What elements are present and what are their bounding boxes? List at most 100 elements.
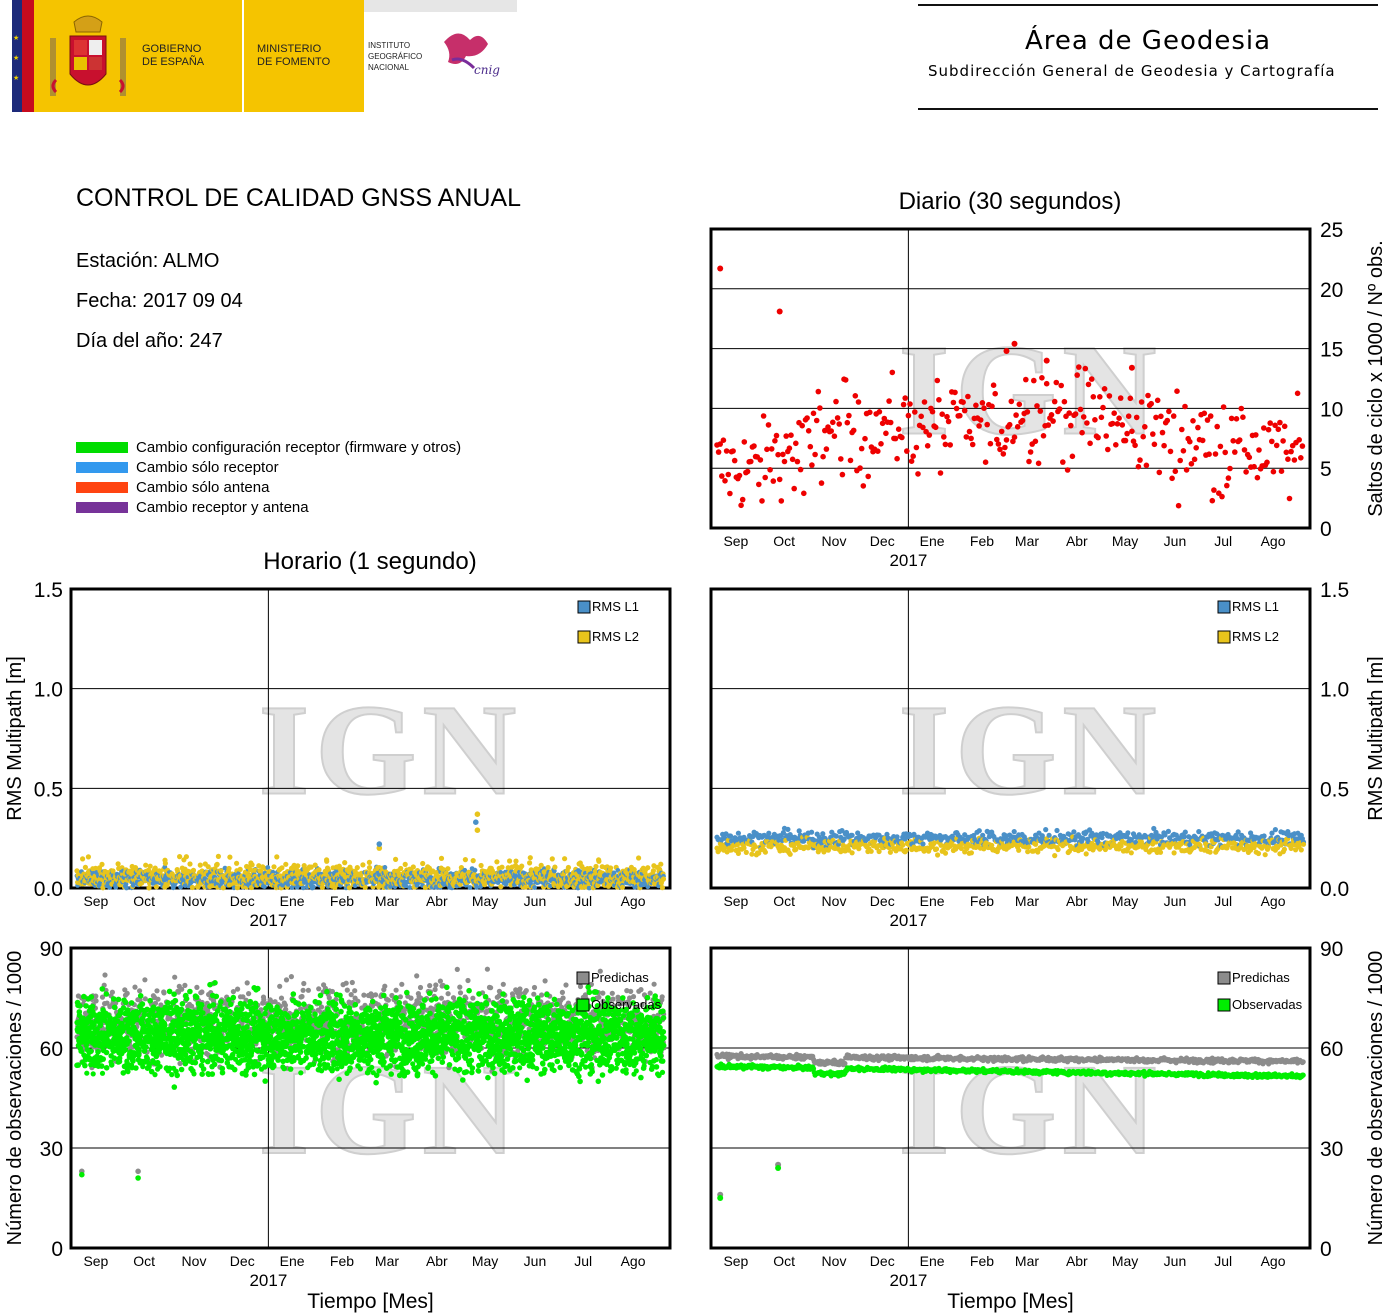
predicted-point xyxy=(343,980,349,986)
rms-l2-point xyxy=(143,862,149,868)
slip-point xyxy=(875,448,881,455)
x-tick-label: Nov xyxy=(182,1253,207,1269)
slip-point xyxy=(1206,451,1212,458)
rms-l2-point xyxy=(1262,852,1268,858)
rms-l2-point xyxy=(579,863,585,870)
slip-point xyxy=(715,449,722,455)
slip-point xyxy=(1003,437,1010,443)
x-tick-label: Ene xyxy=(920,533,945,549)
rms-l1-point xyxy=(222,865,228,871)
slip-point xyxy=(748,458,754,465)
slip-point xyxy=(799,422,805,429)
x-tick-label: Mar xyxy=(375,1253,399,1269)
slip-point xyxy=(817,405,823,411)
slip-point xyxy=(1278,468,1285,475)
y-tick-label: 60 xyxy=(40,1038,63,1061)
slip-point xyxy=(994,436,1000,443)
slip-point xyxy=(1253,432,1259,438)
slip-point xyxy=(865,473,871,480)
rms-l2-point xyxy=(438,855,445,862)
y-tick-label: 0 xyxy=(1320,518,1332,541)
rms-l2-point xyxy=(162,857,168,863)
rms-l2-point xyxy=(283,861,289,867)
slip-point xyxy=(1296,437,1302,443)
predicted-point xyxy=(457,984,463,990)
slip-point xyxy=(855,399,862,405)
slip-point xyxy=(1170,413,1177,419)
x-tick-label: May xyxy=(472,1253,498,1269)
predicted-point xyxy=(301,980,307,987)
ign-watermark: IGN xyxy=(899,679,1163,823)
rms-l2-point xyxy=(565,864,572,871)
rms-l2-point xyxy=(393,856,399,863)
slip-point xyxy=(942,441,949,448)
slip-point xyxy=(1000,451,1007,457)
slip-point xyxy=(1169,475,1175,482)
slip-point xyxy=(867,409,873,416)
slip-point xyxy=(1145,392,1151,399)
predicted-point xyxy=(361,992,367,998)
predicted-point xyxy=(316,986,322,992)
slip-point xyxy=(921,399,928,405)
station-label: Estación: ALMO xyxy=(76,250,220,272)
slip-point xyxy=(1079,429,1085,436)
slip-point xyxy=(1127,395,1134,402)
rms-l2-point xyxy=(187,861,193,867)
y-tick-label: 1.5 xyxy=(34,579,63,602)
predicted-point xyxy=(352,988,358,994)
slip-point xyxy=(920,424,926,431)
slip-point xyxy=(862,435,868,442)
slip-point xyxy=(818,480,825,486)
slip-point xyxy=(719,473,725,479)
rms-l2-point xyxy=(933,846,940,852)
predicted-point xyxy=(300,987,306,993)
slip-point xyxy=(1143,462,1150,469)
x-tick-label: Mar xyxy=(1015,893,1039,909)
rms-l2-point xyxy=(420,860,426,867)
rms-l2-point xyxy=(110,868,116,874)
slip-point xyxy=(899,434,905,441)
slip-point xyxy=(842,377,849,383)
slip-point xyxy=(1182,403,1188,410)
slip-point xyxy=(1251,463,1257,470)
rms-l1-point xyxy=(1071,829,1077,835)
x-tick-label: May xyxy=(1112,533,1138,549)
rms-l2-point xyxy=(177,854,183,860)
x-tick-label: Dec xyxy=(870,533,895,549)
rms-l2-point xyxy=(301,863,307,869)
slip-point xyxy=(1219,493,1225,500)
slip-point xyxy=(1039,375,1045,381)
rms-l2-point xyxy=(636,855,642,861)
rms-l2-point xyxy=(478,862,484,869)
rms-l2-point xyxy=(596,857,602,863)
legend-receiver-antenna: Cambio receptor y antena xyxy=(76,498,309,516)
slip-point xyxy=(1113,442,1119,448)
predicted-point xyxy=(408,995,414,1001)
rms-l2-point xyxy=(519,863,525,869)
slip-point xyxy=(1138,399,1145,405)
predicted-point xyxy=(382,983,388,989)
rms-l2-point xyxy=(752,844,758,850)
predicted-point xyxy=(437,978,443,984)
slip-point xyxy=(1006,421,1013,428)
slip-point xyxy=(809,462,815,468)
slip-point xyxy=(801,490,807,497)
rms-l2-point xyxy=(147,863,153,869)
hourly-panel-title: Horario (1 segundo) xyxy=(263,548,477,575)
slip-point xyxy=(807,443,814,450)
slip-point xyxy=(717,441,723,447)
slip-point xyxy=(1002,444,1008,451)
rms-l2-point xyxy=(398,865,404,872)
slip-point xyxy=(953,405,960,412)
x-tick-label: Mar xyxy=(1015,533,1039,549)
government-logo-banner: ★ ★ ★ GOBIERNO DE ESPAÑA MINISTERIO DE F… xyxy=(12,0,517,112)
slip-point xyxy=(987,440,994,447)
slip-point xyxy=(1097,394,1103,400)
x-tick-label: May xyxy=(1112,893,1138,909)
y-tick-label: 1.0 xyxy=(34,679,63,702)
x-tick-label: Jul xyxy=(574,893,592,909)
slip-point xyxy=(886,398,892,404)
legend-label: RMS L2 xyxy=(1232,629,1279,644)
rms-l2-point xyxy=(190,867,197,874)
slip-point xyxy=(786,445,793,452)
